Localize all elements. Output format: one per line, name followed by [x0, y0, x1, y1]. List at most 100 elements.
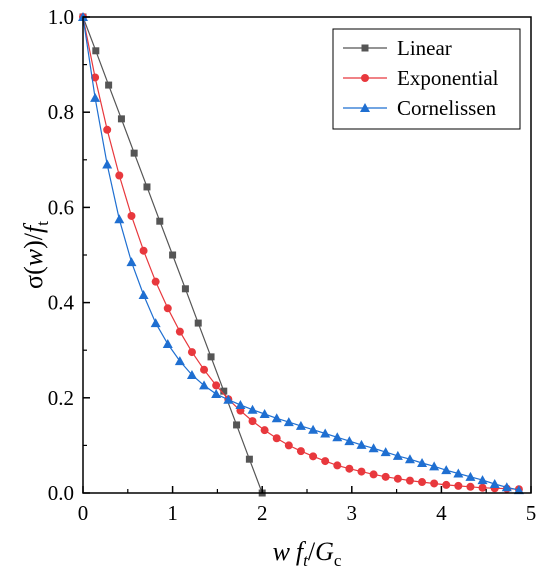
data-point [212, 381, 221, 390]
x-tick-label: 5 [526, 501, 537, 525]
data-point [393, 474, 402, 483]
data-point [345, 464, 354, 473]
legend-item-linear: Linear [343, 36, 452, 60]
plot-layer [78, 12, 524, 497]
data-point [418, 478, 427, 487]
data-point [139, 246, 148, 255]
data-point [404, 454, 415, 464]
series-linear [79, 13, 266, 497]
data-point [207, 353, 215, 361]
data-point [175, 327, 184, 336]
data-point [381, 472, 390, 481]
data-point [102, 159, 113, 169]
x-tick-label: 1 [167, 501, 178, 525]
x-tick-label: 4 [436, 501, 447, 525]
y-tick-label: 0.2 [48, 386, 74, 410]
data-point [453, 468, 464, 478]
data-point [296, 447, 305, 456]
legend-item-exponential: Exponential [343, 66, 499, 90]
data-point [235, 399, 246, 409]
data-point [174, 356, 185, 366]
legend-marker [361, 44, 369, 52]
data-point [309, 452, 318, 461]
y-tick-label: 0.6 [48, 195, 74, 219]
data-point [114, 214, 125, 224]
data-point [105, 81, 113, 89]
data-point [357, 467, 366, 476]
data-point [103, 125, 112, 134]
legend-marker [361, 74, 369, 82]
y-tick-label: 0.0 [48, 481, 74, 505]
data-point [417, 458, 428, 468]
data-point [91, 73, 100, 82]
data-point [320, 428, 331, 438]
data-point [344, 436, 355, 446]
data-point [295, 420, 306, 430]
data-point [441, 465, 452, 475]
data-point [92, 47, 100, 55]
data-point [501, 482, 512, 492]
data-point [466, 482, 475, 491]
data-point [392, 450, 403, 460]
data-point [127, 211, 136, 220]
data-point [163, 304, 172, 313]
data-point [211, 388, 222, 398]
data-point [513, 485, 524, 495]
data-point [115, 171, 124, 180]
data-point [117, 115, 125, 123]
data-point [181, 285, 189, 293]
legend-label: Cornelissen [397, 96, 497, 120]
y-tick-label: 0.4 [48, 291, 75, 315]
data-point [308, 424, 319, 434]
data-point [465, 471, 476, 481]
data-point [130, 149, 138, 157]
data-point [194, 319, 202, 327]
x-tick-label: 2 [257, 501, 268, 525]
data-point [283, 417, 294, 427]
data-point [233, 421, 241, 429]
data-point [333, 461, 342, 470]
data-point [248, 417, 257, 426]
data-point [162, 339, 173, 349]
data-point [260, 426, 269, 435]
data-point [380, 447, 391, 457]
data-point [429, 461, 440, 471]
data-point [200, 365, 209, 374]
data-point [272, 434, 281, 443]
legend-label: Linear [397, 36, 452, 60]
data-point [138, 289, 149, 299]
data-point [90, 92, 101, 102]
y-tick-label: 1.0 [48, 5, 74, 29]
series-exponential [79, 13, 523, 494]
x-tick-label: 3 [347, 501, 358, 525]
series-cornelissen [78, 12, 524, 495]
data-point [284, 441, 293, 450]
data-point [332, 432, 343, 442]
data-point [223, 394, 234, 404]
data-point [186, 369, 197, 379]
data-point [430, 479, 439, 488]
data-point [220, 387, 228, 395]
data-point [169, 251, 177, 259]
data-point [247, 404, 258, 414]
data-point [156, 217, 164, 225]
data-point [489, 478, 500, 488]
legend-item-cornelissen: Cornelissen [343, 96, 497, 120]
legend-marker [360, 103, 370, 112]
x-tick-label: 0 [78, 501, 89, 525]
data-point [369, 470, 378, 479]
data-point [368, 443, 379, 453]
data-point [150, 318, 161, 328]
data-point [199, 380, 210, 390]
data-point [187, 348, 196, 357]
x-axis-title: w ft/Gc [273, 537, 342, 570]
data-point [143, 183, 151, 191]
data-point [245, 455, 253, 463]
y-axis-title: σ(w)/ft [19, 221, 52, 289]
legend-label: Exponential [397, 66, 499, 90]
data-point [478, 483, 487, 492]
ticks-layer: 0 1 2 3 4 5 0.0 0.2 0.4 0.6 0.8 1.0 [48, 5, 537, 525]
data-point [477, 475, 488, 485]
data-point [259, 408, 270, 418]
